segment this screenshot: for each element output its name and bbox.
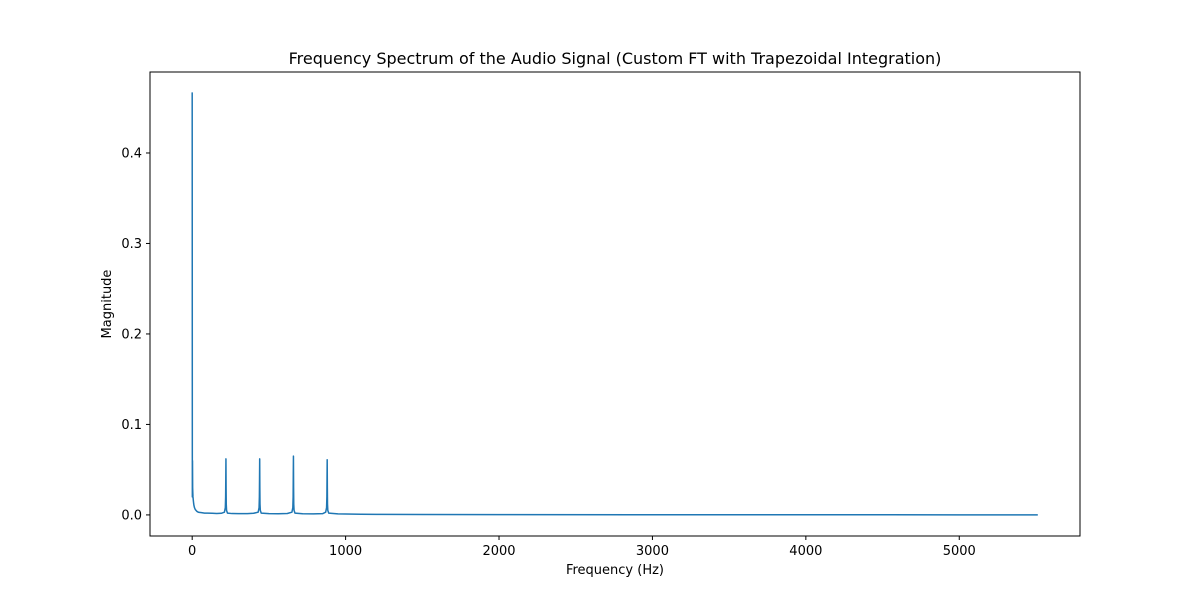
y-tick-label: 0.3 [121,237,142,252]
y-tick-label: 0.0 [121,508,142,523]
x-axis: 0 1000 2000 3000 4000 5000 [188,536,976,559]
y-tick-label: 0.2 [121,327,142,342]
plot-area [191,92,1038,516]
y-tick-label: 0.4 [121,146,142,161]
x-tick-label: 0 [188,544,196,559]
y-tick-label: 0.1 [121,418,142,433]
x-tick-label: 3000 [636,544,669,559]
spectrum-series-line [191,92,1038,516]
x-tick-label: 2000 [482,544,515,559]
x-tick-label: 4000 [789,544,822,559]
y-axis-label: Magnitude [100,270,115,339]
x-tick-label: 5000 [943,544,976,559]
y-axis: 0.0 0.1 0.2 0.3 0.4 [121,146,150,523]
plot-frame [149,71,1081,537]
chart-title: Frequency Spectrum of the Audio Signal (… [289,49,942,68]
x-tick-label: 1000 [329,544,362,559]
x-axis-label: Frequency (Hz) [566,563,664,578]
